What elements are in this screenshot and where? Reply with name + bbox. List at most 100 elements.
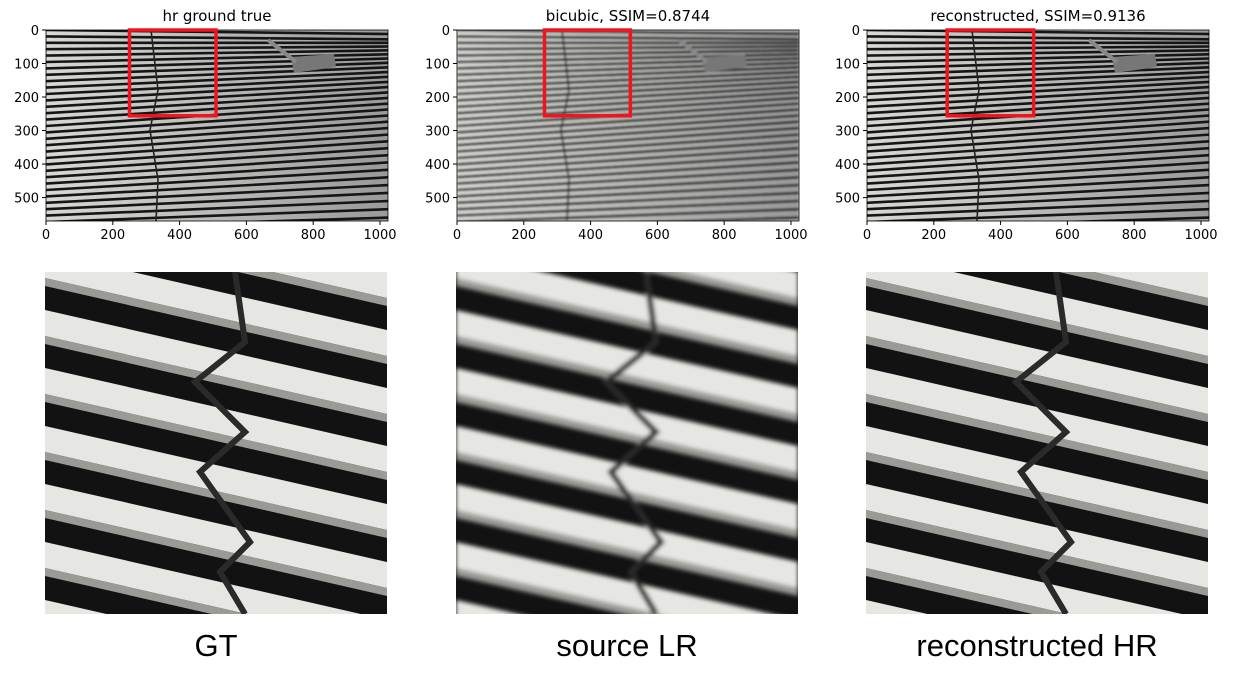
- slat-gap: [867, 191, 1209, 211]
- slat-gap: [457, 191, 799, 211]
- slat-gap: [867, 153, 1209, 179]
- pole: [149, 30, 159, 221]
- slats: [456, 272, 798, 614]
- slat-gap: [867, 207, 1209, 221]
- x-tick-label: 600: [1055, 228, 1080, 243]
- slat-gap: [867, 80, 1209, 102]
- slat-shade: [456, 510, 798, 596]
- slat: [866, 542, 1182, 614]
- camera-arm: [677, 38, 709, 64]
- slat-gap: [867, 96, 1209, 121]
- y-tick-label: 0: [442, 24, 450, 39]
- slat-gap: [457, 161, 799, 185]
- slat-gap: [867, 183, 1209, 205]
- slats: [45, 272, 387, 614]
- camera-arm: [266, 38, 298, 64]
- x-tick-label: 400: [167, 228, 192, 243]
- slat-gap: [46, 183, 388, 205]
- slat: [45, 542, 361, 614]
- slat-gap: [650, 216, 799, 221]
- slat: [45, 484, 387, 588]
- y-tick-label: 400: [835, 158, 860, 173]
- x-tick-label: 800: [712, 228, 737, 243]
- slat: [456, 484, 798, 588]
- slat-gap: [1060, 216, 1209, 221]
- slat-gap: [457, 153, 799, 179]
- slat-gap: [457, 226, 799, 235]
- slat-gap: [867, 146, 1209, 173]
- camera: [291, 54, 336, 73]
- slat: [456, 426, 798, 530]
- slat-gap: [457, 235, 799, 241]
- slat: [866, 368, 1208, 472]
- slat-gap: [239, 216, 388, 221]
- x-tick-label: 0: [453, 228, 461, 243]
- slat-gap: [867, 226, 1209, 235]
- slat-gap: [457, 30, 799, 36]
- image: [867, 30, 1209, 235]
- camera: [702, 54, 747, 73]
- caption: source LR: [556, 628, 697, 663]
- slat-gap: [867, 161, 1209, 185]
- slat-gap: [457, 176, 799, 198]
- x-tick-label: 600: [234, 228, 259, 243]
- panel-title: reconstructed, SSIM=0.9136: [930, 7, 1145, 25]
- slat-gap: [46, 161, 388, 185]
- camera-arm: [1087, 38, 1119, 64]
- slat: [45, 368, 387, 472]
- pole: [190, 272, 254, 614]
- caption: reconstructed HR: [916, 628, 1157, 663]
- slat-gap: [867, 75, 1209, 96]
- slat-gap: [46, 126, 388, 153]
- x-tick-label: 800: [1122, 228, 1147, 243]
- y-tick-label: 300: [835, 125, 860, 140]
- slat: [456, 368, 798, 472]
- y-tick-label: 200: [425, 91, 450, 106]
- slat-gap: [867, 35, 1209, 41]
- y-tick-label: 100: [835, 58, 860, 73]
- slat-gap: [867, 133, 1209, 160]
- slat-gap: [46, 108, 388, 134]
- slat-gap: [46, 191, 388, 211]
- slat-gap: [457, 126, 799, 153]
- x-tick-label: 200: [921, 228, 946, 243]
- y-tick-label: 500: [835, 192, 860, 207]
- slat-gap: [46, 133, 388, 160]
- crop-image: [45, 272, 387, 614]
- slat: [866, 484, 1208, 588]
- roi-box: [542, 28, 633, 118]
- x-tick-label: 0: [863, 228, 871, 243]
- slat: [866, 600, 928, 614]
- slat-gap: [457, 207, 799, 221]
- slat-gap: [457, 35, 799, 41]
- y-tick-label: 0: [31, 24, 39, 39]
- roi-box: [945, 28, 1036, 118]
- slat-gap: [457, 114, 799, 141]
- slat-gap: [867, 126, 1209, 153]
- slat-shade: [456, 336, 798, 422]
- image: [457, 30, 799, 241]
- axes-frame: [866, 29, 1210, 222]
- slat-gap: [46, 226, 388, 235]
- x-tick-label: 1000: [774, 228, 807, 243]
- slat-shade: [866, 394, 1208, 480]
- slat-gap: [46, 120, 388, 147]
- slat-gap: [46, 176, 388, 198]
- slat-gap: [46, 199, 388, 217]
- y-tick-label: 300: [14, 125, 39, 140]
- y-tick-label: 0: [852, 24, 860, 39]
- slat-gap: [867, 45, 1209, 51]
- pole: [560, 30, 570, 221]
- slat-gap: [457, 108, 799, 134]
- slat-gap: [867, 70, 1209, 89]
- slat-shade: [237, 272, 387, 306]
- slat-shade: [866, 568, 1068, 614]
- slat-shade: [648, 272, 798, 306]
- y-tick-label: 500: [14, 192, 39, 207]
- slat-gap: [867, 108, 1209, 134]
- slat-gap: [46, 153, 388, 179]
- slat: [866, 272, 1208, 356]
- slat-gap: [457, 70, 799, 89]
- slat-gap: [457, 168, 799, 192]
